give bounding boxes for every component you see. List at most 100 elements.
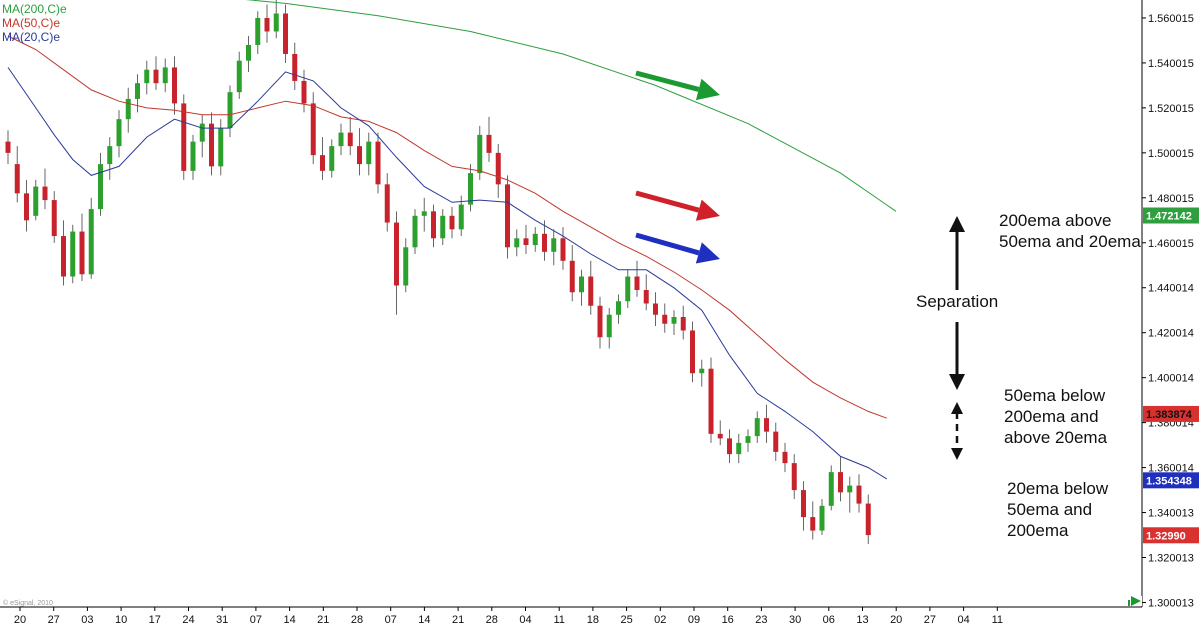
- candle-body: [421, 211, 427, 216]
- annotation-20ema-line1: 20ema below: [1007, 479, 1109, 498]
- x-tick-label: 03: [81, 614, 93, 626]
- legend-ma50: MA(50,C)e: [2, 16, 60, 30]
- candle-body: [107, 146, 113, 165]
- candle-body: [88, 209, 94, 275]
- candle: [421, 197, 427, 232]
- candle: [347, 116, 353, 156]
- candle-body: [273, 13, 279, 32]
- candle-body: [236, 60, 242, 93]
- candle-body: [431, 211, 436, 239]
- candle: [569, 245, 575, 302]
- candle-body: [449, 215, 455, 230]
- y-tick-label: 1.440014: [1148, 283, 1194, 295]
- x-tick-label: 17: [149, 614, 161, 626]
- separation-arrow-down-head: [949, 374, 965, 390]
- candle-body: [819, 505, 825, 531]
- candle-body: [828, 472, 834, 506]
- candle-body: [699, 368, 705, 374]
- candle-body: [70, 231, 76, 277]
- candle: [773, 422, 779, 461]
- candle-body: [486, 134, 492, 153]
- candle-body: [320, 155, 325, 171]
- candle-body: [153, 69, 159, 84]
- y-tick-label: 1.520015: [1148, 103, 1194, 115]
- candle-body: [125, 98, 131, 120]
- candle-body: [588, 276, 594, 306]
- candle-body: [680, 316, 686, 331]
- candle-body: [606, 314, 612, 338]
- candle-body: [181, 103, 187, 171]
- x-tick-label: 28: [486, 614, 498, 626]
- candle: [14, 146, 20, 203]
- separation-arrow-up-head: [949, 216, 965, 232]
- candle-body: [727, 438, 732, 455]
- candle: [375, 132, 381, 194]
- x-tick-label: 04: [957, 614, 969, 626]
- candle: [736, 433, 742, 464]
- candle: [320, 137, 325, 180]
- candle: [551, 229, 557, 266]
- x-tick-label: 07: [385, 614, 397, 626]
- candle: [606, 307, 612, 349]
- candle: [357, 128, 362, 176]
- x-tick-label: 30: [789, 614, 801, 626]
- candle-body: [865, 503, 871, 536]
- blue-arrow-head: [695, 242, 720, 264]
- candle: [273, 0, 279, 39]
- blue-arrow-shaft: [635, 232, 700, 256]
- candle-body: [116, 119, 122, 147]
- candle: [458, 195, 464, 237]
- separation-dashed-head-down: [951, 448, 963, 460]
- ma50-line: [7, 35, 887, 419]
- annotation-20ema-line2: 50ema and: [1007, 500, 1092, 519]
- candle-body: [98, 164, 103, 210]
- y-tick-label: 1.420014: [1148, 328, 1194, 340]
- candle: [579, 269, 584, 306]
- candle: [412, 209, 418, 255]
- green-arrow-shaft: [635, 70, 700, 92]
- candle-body: [172, 67, 177, 104]
- candle: [625, 269, 631, 308]
- candle-body: [810, 517, 816, 531]
- candle-body: [394, 222, 399, 286]
- candle-body: [162, 67, 168, 84]
- candle-body: [597, 305, 603, 338]
- price-label-ma200: 1.472142: [1146, 211, 1192, 223]
- candle: [366, 132, 372, 176]
- scroll-arrow-icon[interactable]: [1128, 596, 1142, 606]
- ma200-line: [245, 0, 897, 212]
- candle-body: [5, 141, 11, 153]
- x-tick-label: 11: [992, 614, 1003, 626]
- candle: [791, 454, 797, 500]
- candle-body: [14, 164, 20, 194]
- x-tick-label: 28: [351, 614, 363, 626]
- candle: [764, 404, 769, 443]
- x-tick-label: 31: [216, 614, 228, 626]
- separation-arrows: [949, 216, 965, 460]
- candle: [264, 4, 270, 43]
- x-tick-label: 25: [620, 614, 632, 626]
- price-label-ma20: 1.354348: [1146, 475, 1192, 487]
- candle: [384, 173, 390, 232]
- candle: [616, 294, 621, 324]
- candle: [310, 92, 316, 165]
- candle-body: [523, 238, 529, 246]
- price-label-last-bg: [1143, 527, 1199, 544]
- candle: [597, 296, 603, 349]
- candle: [181, 94, 187, 180]
- candle-body: [643, 290, 649, 304]
- candle-body: [255, 17, 261, 45]
- candle: [98, 152, 103, 216]
- candle-body: [551, 238, 557, 252]
- candle: [24, 179, 29, 232]
- candle-body: [791, 463, 797, 491]
- candle: [754, 411, 760, 443]
- candle-body: [782, 451, 788, 464]
- candle-body: [209, 123, 214, 167]
- candle-body: [301, 80, 307, 104]
- x-tick-label: 16: [722, 614, 734, 626]
- candle: [505, 175, 510, 259]
- price-label-ma200-bg: [1143, 207, 1199, 224]
